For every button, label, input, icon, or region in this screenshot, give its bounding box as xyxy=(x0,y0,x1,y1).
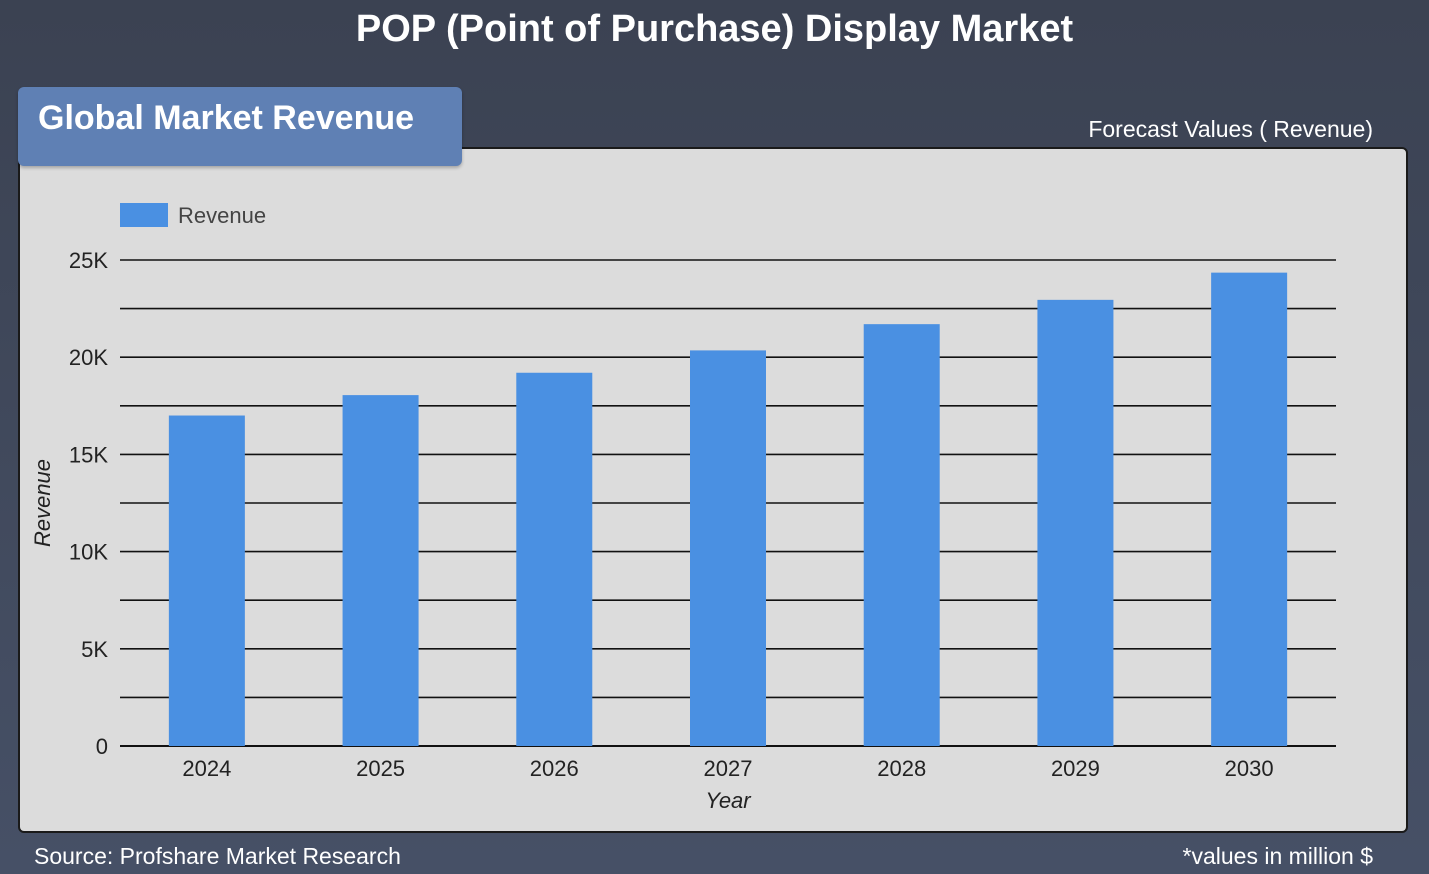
y-axis-title: Revenue xyxy=(30,459,55,547)
x-tick-label: 2029 xyxy=(1051,756,1100,781)
y-tick-label: 5K xyxy=(81,637,108,662)
bar xyxy=(690,350,766,746)
x-tick-label: 2026 xyxy=(530,756,579,781)
bar xyxy=(863,324,940,746)
source-note: Source: Profshare Market Research xyxy=(34,843,401,869)
y-tick-label: 15K xyxy=(69,442,108,467)
forecast-label: Forecast Values ( Revenue) xyxy=(1088,116,1373,142)
x-tick-label: 2028 xyxy=(877,756,926,781)
legend-label: Revenue xyxy=(178,203,266,228)
panel-tab: Global Market Revenue xyxy=(18,87,462,166)
x-axis-title: Year xyxy=(705,788,752,813)
x-tick-label: 2030 xyxy=(1225,756,1274,781)
legend-swatch xyxy=(120,203,168,227)
y-tick-label: 10K xyxy=(69,540,108,565)
bar xyxy=(342,395,419,746)
bar xyxy=(1037,299,1114,746)
page-title: POP (Point of Purchase) Display Market xyxy=(355,8,1074,50)
x-tick-label: 2024 xyxy=(182,756,231,781)
x-tick-label: 2027 xyxy=(704,756,753,781)
bar xyxy=(1211,272,1288,746)
y-tick-label: 0 xyxy=(96,734,108,759)
x-tick-label: 2025 xyxy=(356,756,405,781)
panel-tab-label: Global Market Revenue xyxy=(38,99,415,137)
bar xyxy=(516,372,593,746)
bar xyxy=(168,415,245,746)
y-tick-label: 20K xyxy=(69,345,108,370)
y-tick-label: 25K xyxy=(69,248,108,273)
units-note: *values in million $ xyxy=(1182,843,1373,869)
